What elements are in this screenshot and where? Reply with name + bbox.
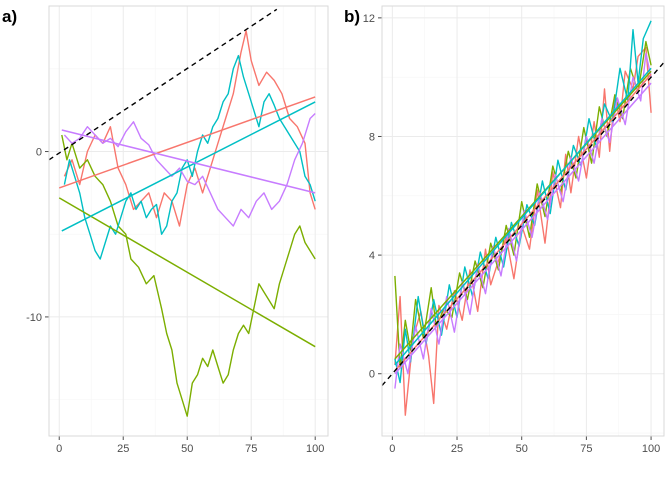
dashed-reference-line	[49, 8, 278, 161]
series-line-3	[394, 20, 652, 384]
x-tick-label: 100	[642, 443, 660, 455]
x-tick-label: 0	[389, 443, 395, 455]
series-line-3	[63, 54, 316, 260]
y-tick-label: 0	[36, 147, 42, 159]
x-tick-label: 75	[245, 443, 257, 455]
x-tick-label: 50	[181, 443, 193, 455]
panel-label: a)	[2, 7, 17, 26]
plot-area	[382, 20, 664, 416]
trend-line-2	[394, 70, 652, 360]
trend-line-4	[61, 129, 316, 194]
x-tick-label: 50	[516, 443, 528, 455]
trend-line-1	[58, 96, 316, 189]
series-line-2	[61, 134, 316, 417]
trend-line-3	[394, 67, 652, 366]
y-tick-label: -10	[26, 312, 42, 324]
y-tick-label: 12	[363, 13, 375, 25]
x-tick-label: 25	[117, 443, 129, 455]
x-tick-label: 75	[580, 443, 592, 455]
trend-line-1	[394, 73, 652, 372]
panel-border	[381, 5, 665, 437]
trend-line-3	[61, 101, 316, 232]
y-tick-label: 4	[369, 250, 375, 262]
x-tick-label: 0	[56, 443, 62, 455]
panel-label: b)	[344, 7, 360, 26]
panel-b: 0 25 50 75 100 0 4 8 12b)	[344, 5, 665, 455]
panel-a: 0 25 50 75 100 -10 0 a)	[2, 5, 329, 455]
trend-line-4	[394, 82, 652, 375]
y-tick-label: 8	[369, 131, 375, 143]
y-tick-label: 0	[369, 369, 375, 381]
x-tick-label: 100	[306, 443, 324, 455]
panel-border	[48, 5, 329, 437]
series-line-1	[63, 30, 316, 227]
trend-line-2	[58, 197, 316, 348]
plot-area	[49, 8, 316, 417]
x-tick-label: 25	[451, 443, 463, 455]
